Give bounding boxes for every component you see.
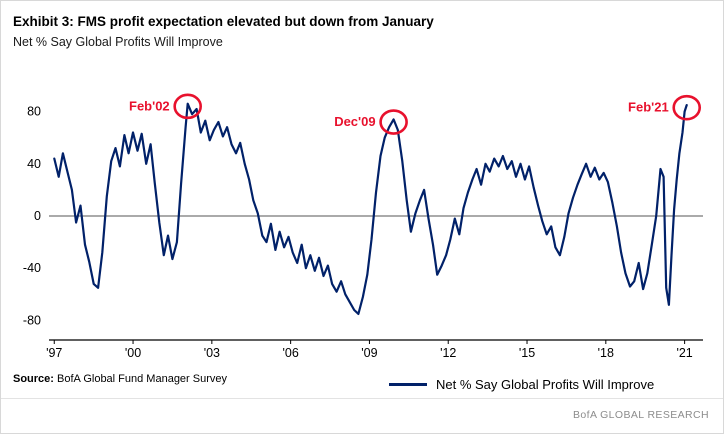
y-tick-label: 40 bbox=[27, 157, 41, 171]
brand-text: BofA GLOBAL RESEARCH bbox=[573, 409, 709, 421]
chart-canvas: '97 '00 '03 '06 '09 '12 '15 '18 '21 -80 -40 0 40 80 Fe… bbox=[23, 93, 703, 360]
x-tick-label: '12 bbox=[440, 346, 456, 360]
footer: BofA GLOBAL RESEARCH bbox=[1, 398, 723, 433]
annotation-label: Dec'09 bbox=[334, 114, 375, 129]
legend-label: Net % Say Global Profits Will Improve bbox=[436, 377, 655, 392]
x-tick-label: '09 bbox=[361, 346, 377, 360]
source-text: BofA Global Fund Manager Survey bbox=[53, 373, 228, 385]
y-tick-label: -80 bbox=[23, 313, 41, 327]
exhibit-title: Exhibit 3: FMS profit expectation elevat… bbox=[13, 14, 434, 29]
exhibit-subtitle: Net % Say Global Profits Will Improve bbox=[13, 35, 223, 50]
x-tick-label: '00 bbox=[125, 346, 141, 360]
annotation-circle bbox=[379, 109, 408, 135]
x-tick-label: '03 bbox=[204, 346, 220, 360]
y-tick-label: 0 bbox=[34, 209, 41, 223]
x-tick-label: '06 bbox=[282, 346, 298, 360]
y-tick-label: 80 bbox=[27, 105, 41, 119]
x-tick-label: '15 bbox=[519, 346, 535, 360]
x-tick-label: '18 bbox=[598, 346, 614, 360]
series-line bbox=[53, 102, 688, 315]
legend-line-swatch bbox=[389, 383, 427, 386]
x-tick-label: '97 bbox=[46, 346, 62, 360]
line-chart: '97 '00 '03 '06 '09 '12 '15 '18 '21 -80 -40 0 40 80 Fe… bbox=[1, 57, 723, 392]
chart-header: Exhibit 3: FMS profit expectation elevat… bbox=[13, 13, 711, 49]
annotation-label: Feb'02 bbox=[129, 98, 170, 113]
annotation-circle bbox=[672, 94, 702, 121]
annotation-circle bbox=[173, 93, 202, 120]
chart-legend: Net % Say Global Profits Will Improve bbox=[389, 377, 654, 392]
annotation-label: Feb'21 bbox=[628, 100, 669, 115]
y-tick-label: -40 bbox=[23, 261, 41, 275]
x-tick-label: '21 bbox=[676, 346, 692, 360]
source-line: Source: BofA Global Fund Manager Survey bbox=[13, 373, 227, 385]
source-label: Source: bbox=[13, 373, 54, 385]
